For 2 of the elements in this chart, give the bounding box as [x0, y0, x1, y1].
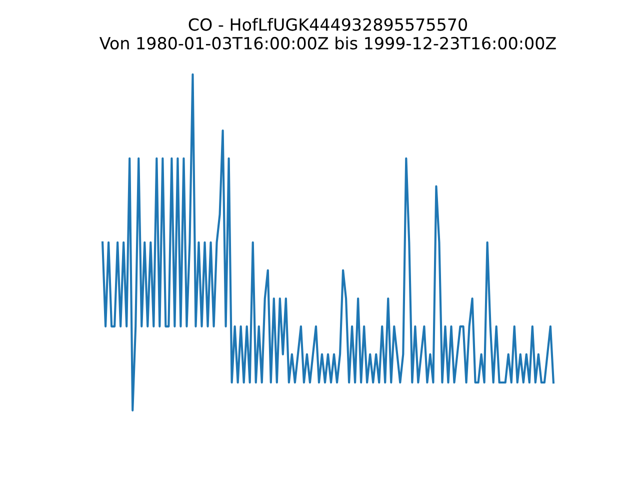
- chart-title: CO - HofLfUGK444932895575570: [188, 18, 467, 31]
- chart-subtitle: Von 1980-01-03T16:00:00Z bis 1999-12-23T16:00:00Z: [99, 36, 556, 50]
